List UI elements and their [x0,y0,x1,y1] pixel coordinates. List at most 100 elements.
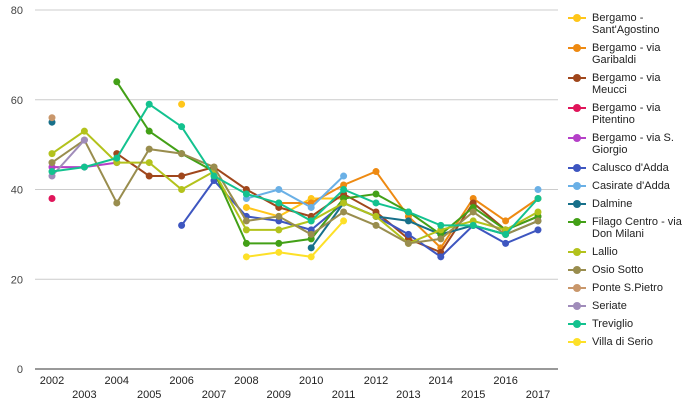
series-line [246,220,345,258]
data-point [404,208,412,216]
data-point [80,163,88,171]
legend-swatch [568,338,586,346]
data-point [145,100,153,108]
data-point [404,239,412,247]
legend-swatch [568,134,586,142]
data-point [145,159,153,167]
legend-swatch [568,266,586,274]
data-point [372,199,380,207]
data-point [340,208,348,216]
legend-label: Treviglio [592,318,634,330]
legend-item[interactable]: Dalmine [568,198,686,210]
data-point [242,239,250,247]
legend-item[interactable]: Casirate d'Adda [568,180,686,192]
data-point [502,217,510,225]
data-point [372,221,380,229]
data-point [502,239,510,247]
legend-label: Bergamo - Sant'Agostino [592,12,660,36]
data-point [534,208,542,216]
data-point [210,163,218,171]
legend-item[interactable]: Bergamo - via Garibaldi [568,42,686,66]
x-tick-label: 2010 [299,375,323,387]
x-tick-label: 2004 [105,375,129,387]
legend-swatch [568,248,586,256]
data-point [275,186,283,193]
legend-swatch [568,44,586,52]
data-point [307,230,315,238]
data-point [469,208,477,216]
series-9 [48,127,542,247]
data-point [178,172,186,180]
data-point [145,145,153,153]
x-axis-ticks: 2002 2004 2006 2008 2010 2012 2014 2016 2003 2005… [40,375,550,401]
legend-item[interactable]: Osio Sotto [568,264,686,276]
legend-item[interactable]: Treviglio [568,318,686,330]
series-group [48,78,542,261]
x-tick-label: 2007 [202,389,226,401]
data-point [178,186,186,193]
legend-label: Osio Sotto [592,264,644,276]
data-point [340,199,348,207]
x-tick-label: 2002 [40,375,64,387]
data-point [534,194,542,202]
legend-swatch [568,284,586,292]
data-point [242,190,250,198]
legend-swatch [568,218,586,226]
data-point [210,172,218,180]
legend-label: Calusco d'Adda [592,162,669,174]
data-point [178,100,186,108]
x-tick-label: 2017 [526,389,550,401]
data-point [307,244,315,252]
legend-item[interactable]: Bergamo - via Pitentino [568,102,686,126]
legend-item[interactable]: Bergamo - Sant'Agostino [568,12,686,36]
data-point [372,190,380,198]
legend-item[interactable]: Villa di Serio [568,336,686,348]
legend-item[interactable]: Bergamo - via Meucci [568,72,686,96]
y-tick-label: 20 [11,274,23,286]
legend-swatch [568,14,586,22]
legend-label: Casirate d'Adda [592,180,670,192]
legend: Bergamo - Sant'Agostino Bergamo - via Gar… [568,12,686,354]
data-point [48,159,56,167]
data-point [437,221,445,229]
data-point [307,253,315,261]
x-tick-label: 2003 [72,389,96,401]
x-tick-label: 2016 [493,375,517,387]
x-tick-label: 2014 [429,375,453,387]
data-point [48,150,56,158]
legend-item[interactable]: Filago Centro - via Don Milani [568,216,686,240]
data-point [275,248,283,256]
legend-item[interactable]: Lallio [568,246,686,258]
legend-item[interactable]: Bergamo - via S. Giorgio [568,132,686,156]
data-point [340,172,348,180]
data-point [275,199,283,207]
x-tick-label: 2008 [234,375,258,387]
data-point [275,226,283,234]
x-tick-label: 2006 [169,375,193,387]
y-tick-label: 60 [11,95,23,107]
legend-label: Bergamo - via Pitentino [592,102,661,126]
data-point [307,217,315,225]
data-point [178,221,186,229]
series-line [51,102,539,236]
series-line [51,129,539,245]
legend-label: Filago Centro - via Don Milani [592,216,682,240]
data-point [178,150,186,158]
data-point [48,168,56,176]
legend-item[interactable]: Calusco d'Adda [568,162,686,174]
legend-item[interactable]: Ponte S.Pietro [568,282,686,294]
x-tick-label: 2011 [332,389,356,401]
x-tick-label: 2009 [267,389,291,401]
legend-label: Villa di Serio [592,336,653,348]
legend-label: Lallio [592,246,618,258]
data-point [113,78,121,86]
data-point [534,217,542,225]
legend-item[interactable]: Seriate [568,300,686,312]
data-point [80,127,88,135]
x-tick-label: 2013 [396,389,420,401]
y-tick-label: 0 [17,364,23,376]
data-point [502,230,510,238]
series-3 [48,194,56,202]
data-point [145,127,153,135]
